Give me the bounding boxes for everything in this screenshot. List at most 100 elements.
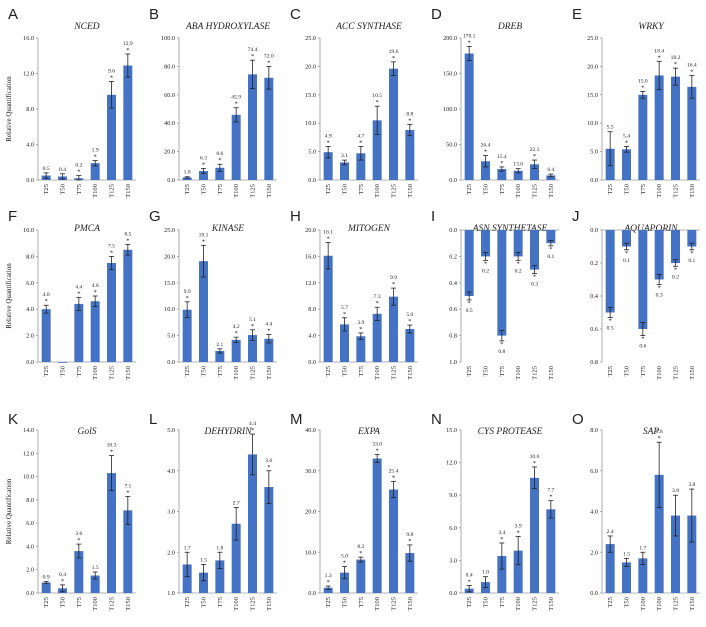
bar — [654, 75, 664, 180]
significance-star: * — [500, 160, 503, 167]
category-label: T25 — [466, 365, 473, 376]
y-tick-label: 50.0 — [446, 142, 457, 149]
y-tick-label: 0.0 — [449, 590, 457, 597]
y-tick-label: 0.0 — [590, 590, 598, 597]
significance-star: * — [359, 550, 362, 557]
bar — [107, 263, 116, 362]
bar — [323, 152, 333, 180]
category-label: T75 — [358, 596, 365, 607]
significance-star: * — [468, 578, 471, 585]
panel-letter: M — [290, 411, 303, 428]
value-label: 0.3 — [531, 282, 538, 288]
significance-star: * — [235, 330, 238, 337]
category-label: T25 — [607, 183, 614, 194]
value-label: 6.4 — [547, 167, 554, 173]
bar — [340, 572, 349, 593]
category-label: T75 — [358, 365, 365, 376]
y-tick-label: 10.0 — [305, 549, 316, 556]
category-label: T100 — [92, 596, 99, 611]
category-label: T150 — [407, 183, 414, 198]
panel-letter: E — [572, 6, 582, 23]
value-label: 16.4 — [687, 62, 697, 68]
significance-star: * — [267, 464, 270, 471]
significance-star: * — [641, 84, 644, 91]
significance-star: * — [549, 246, 552, 253]
value-label: 0.2 — [482, 268, 489, 274]
category-label: T50 — [483, 183, 490, 194]
y-tick-label: 2.0 — [26, 333, 34, 340]
value-label: 1.3 — [325, 573, 332, 579]
chart-title: SAP — [643, 427, 660, 437]
category-label: T100 — [374, 596, 381, 611]
significance-star: * — [110, 74, 113, 81]
value-label: 4.7 — [357, 133, 364, 139]
bar — [58, 362, 67, 363]
y-tick-label: 5.0 — [590, 149, 598, 156]
significance-star: * — [408, 318, 411, 325]
category-label: T100 — [92, 183, 99, 198]
value-label: 0.4 — [466, 572, 473, 578]
bar — [513, 230, 523, 257]
significance-star: * — [126, 47, 129, 54]
y-tick-label: 0.0 — [167, 359, 175, 366]
y-tick-label: 8.0 — [590, 427, 598, 434]
panel-b: B ABA HYDROXYLASE 0.0 20.0 40.0 60.0 80.0 100.0… — [149, 6, 277, 198]
y-tick-label: 0.0 — [308, 359, 316, 366]
bar — [248, 74, 257, 180]
category-label: T100 — [640, 596, 647, 611]
bar — [481, 230, 490, 257]
y-tick-label: 0.8 — [590, 359, 598, 366]
category-label: T100 — [515, 596, 522, 611]
bar — [199, 261, 208, 362]
category-label: T50 — [483, 596, 490, 607]
category-label: T125 — [250, 183, 257, 198]
y-tick-label: 10.0 — [23, 227, 34, 234]
bar — [41, 309, 51, 362]
value-label: 5.4 — [623, 133, 630, 139]
bar — [671, 230, 680, 263]
bar — [513, 170, 523, 180]
value-label: 0.1 — [688, 258, 695, 264]
bar — [123, 510, 133, 593]
significance-star: * — [690, 68, 693, 75]
value-label: 5.0 — [341, 554, 348, 560]
category-label: T150 — [407, 596, 414, 611]
y-tick-label: 4.0 — [26, 543, 34, 550]
panel-letter: G — [149, 208, 161, 225]
significance-star: * — [267, 328, 270, 335]
bar — [199, 171, 208, 180]
significance-star: * — [625, 250, 628, 257]
bar — [654, 474, 664, 593]
value-label: 4.4 — [75, 284, 82, 290]
y-tick-label: 20.0 — [305, 509, 316, 516]
bar — [671, 515, 680, 593]
significance-star: * — [533, 460, 536, 467]
category-label: T100 — [92, 365, 99, 380]
bar — [107, 94, 116, 180]
chart-title: AQUAPORIN — [623, 224, 678, 234]
category-label: T150 — [689, 365, 696, 380]
value-label: 6.3 — [200, 155, 207, 161]
category-label: T75 — [640, 183, 647, 194]
significance-star: * — [658, 284, 661, 291]
panel-a: A NCED Relative Quantification 0.0 4.0 8.0 12.… — [5, 6, 136, 198]
significance-star: * — [126, 489, 129, 496]
significance-star: * — [408, 117, 411, 124]
category-label: T50 — [624, 365, 631, 376]
significance-star: * — [690, 250, 693, 257]
category-label: T75 — [499, 596, 506, 607]
bar — [107, 473, 116, 593]
significance-star: * — [500, 341, 503, 348]
y-tick-label: 1.0 — [167, 590, 175, 597]
bar — [389, 296, 398, 362]
value-label: 5.8 — [656, 429, 663, 435]
value-label: 7.5 — [108, 243, 115, 249]
bar — [264, 77, 274, 180]
significance-star: * — [533, 274, 536, 281]
significance-star: * — [327, 579, 330, 586]
category-label: T25 — [325, 596, 332, 607]
significance-star: * — [674, 61, 677, 68]
category-label: T25 — [607, 596, 614, 607]
category-label: T125 — [109, 183, 116, 198]
